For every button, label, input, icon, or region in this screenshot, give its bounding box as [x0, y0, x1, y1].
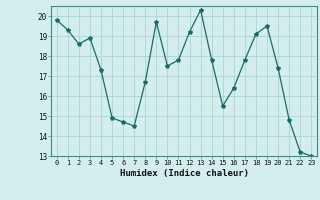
- X-axis label: Humidex (Indice chaleur): Humidex (Indice chaleur): [119, 169, 249, 178]
